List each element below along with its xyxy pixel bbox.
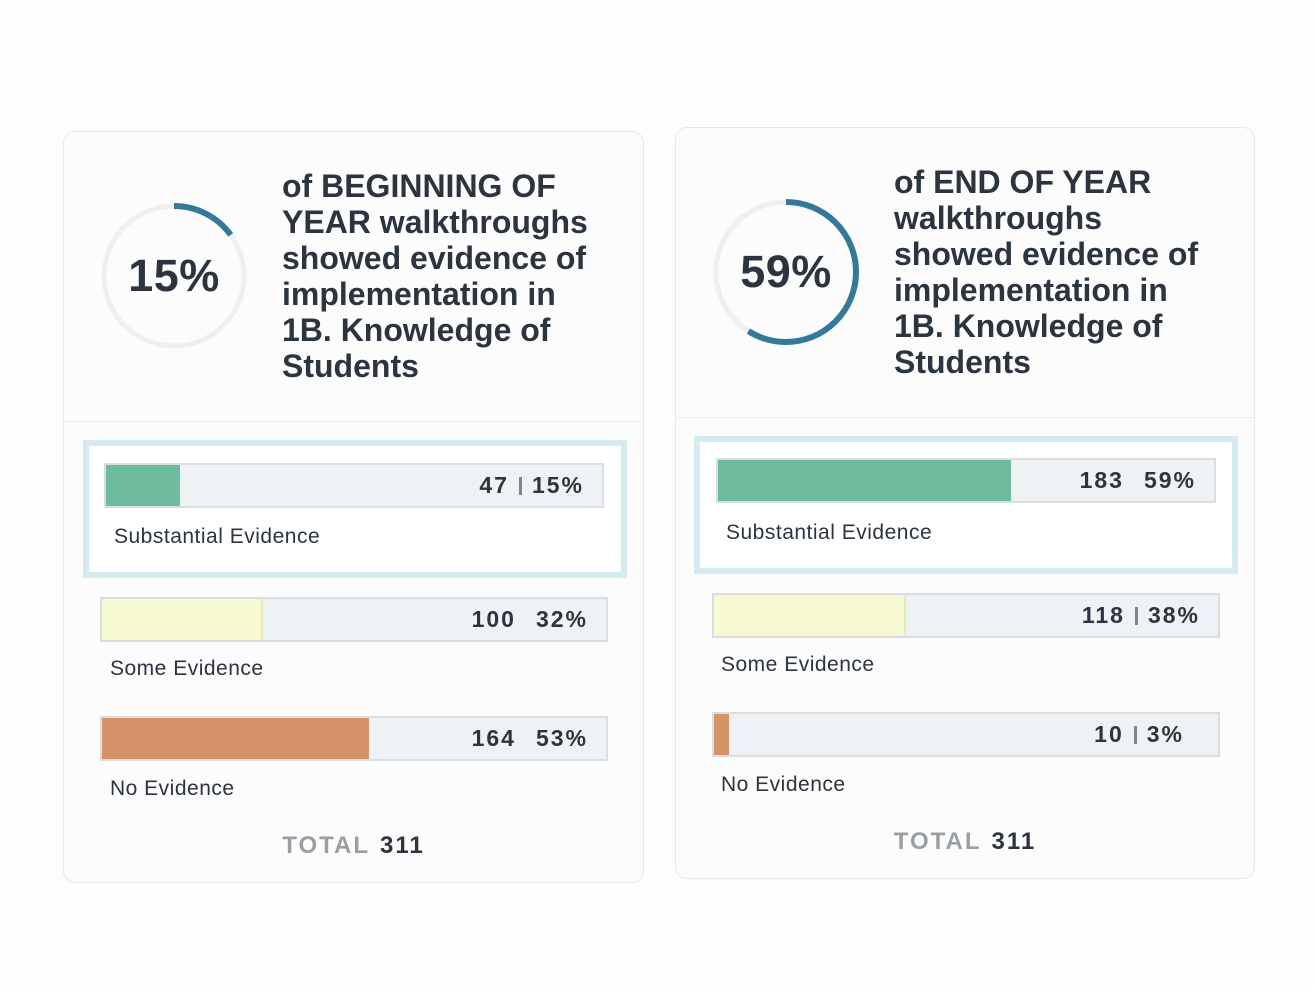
headline: of END OF YEAR walkthroughs showed evide… [894,164,1199,380]
percent-donut: 15% [100,202,248,350]
bar-count: 100 [471,606,516,632]
bar-fill [714,714,730,755]
separator-mark [518,476,522,495]
bar-fill [714,595,906,636]
total-value: 311 [991,828,1037,855]
total-value: 311 [380,832,425,859]
bar-value-text: 47 15% [479,465,584,506]
row-label: No Evidence [721,773,846,796]
row-label: No Evidence [110,777,235,800]
bar-percent: 53% [535,725,588,751]
highlight-box [83,440,627,578]
end-of-year-card: 59% of END OF YEAR walkthroughs showed e… [675,127,1255,879]
bar-value-text: 183 59% [1080,460,1196,501]
bar-count: 183 [1079,467,1124,493]
total-summary: TOTAL 311 [676,828,1254,856]
highlight-box [694,436,1238,574]
row-label: Substantial Evidence [726,521,933,544]
separator-mark [1134,606,1138,625]
bar-count: 164 [471,725,516,751]
bar-track: 183 59% [716,458,1216,503]
separator-mark [1133,725,1137,744]
headline: of BEGINNING OF YEAR walkthroughs showed… [282,168,588,384]
total-summary: TOTAL 311 [64,832,643,860]
bar-track: 100 32% [100,597,608,642]
row-label: Some Evidence [721,653,875,676]
bar-percent: 3% [1146,721,1184,747]
bar-percent: 32% [535,606,588,632]
bar-count: 10 [1094,721,1124,747]
bar-track: 164 53% [100,716,608,761]
total-label: TOTAL [893,828,982,855]
bar-track: 47 15% [104,463,604,508]
bar-percent: 15% [531,472,584,498]
percent-donut: 59% [712,198,860,346]
bar-fill [106,465,181,506]
donut-percent-label: 15% [128,250,220,301]
donut-percent-label: 59% [740,246,832,297]
donut-arc [713,199,859,345]
donut-arc [101,203,247,349]
bar-value-text: 100 32% [472,599,588,640]
row-label: Some Evidence [110,657,264,680]
beginning-of-year-card: 15% of BEGINNING OF YEAR walkthroughs sh… [63,131,644,883]
bar-value-text: 164 53% [472,718,588,759]
bar-track: 10 3% [712,712,1220,757]
bar-value-text: 10 3% [1094,714,1184,755]
bar-fill [718,460,1011,501]
total-label: TOTAL [282,832,371,859]
bar-fill [102,599,264,640]
row-label: Substantial Evidence [114,525,321,548]
bar-percent: 59% [1143,467,1196,493]
bar-value-text: 118 38% [1082,595,1200,636]
bar-track: 118 38% [712,593,1220,638]
card-header: 15% of BEGINNING OF YEAR walkthroughs sh… [64,132,643,422]
card-header: 59% of END OF YEAR walkthroughs showed e… [676,128,1254,418]
bar-percent: 38% [1147,602,1200,628]
bar-count: 47 [479,472,509,498]
bar-fill [102,718,370,759]
bar-count: 118 [1081,602,1125,628]
